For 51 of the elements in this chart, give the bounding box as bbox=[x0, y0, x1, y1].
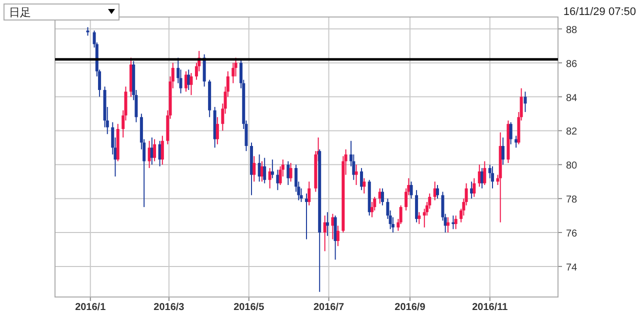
candlestick bbox=[360, 168, 364, 191]
candlestick bbox=[483, 160, 486, 186]
candlestick bbox=[190, 72, 193, 96]
candlestick bbox=[362, 178, 366, 194]
x-tick-label: 2016/3 bbox=[154, 302, 185, 313]
candlestick bbox=[491, 166, 494, 189]
candlestick bbox=[380, 188, 384, 206]
dropdown: 日足 bbox=[4, 4, 120, 20]
candlestick bbox=[160, 135, 164, 166]
y-tick-label: 74 bbox=[566, 262, 578, 274]
x-tick-label: 2016/1 bbox=[75, 302, 106, 313]
candlestick bbox=[153, 138, 156, 162]
y-tick-label: 88 bbox=[566, 24, 578, 36]
y-tick-label: 86 bbox=[566, 58, 578, 70]
candlestick bbox=[472, 178, 476, 198]
y-tick-label: 80 bbox=[566, 160, 578, 172]
candlestick bbox=[331, 213, 334, 240]
candlestick bbox=[336, 225, 340, 247]
candlestick bbox=[308, 181, 311, 206]
candlestick bbox=[270, 159, 274, 179]
candlestick bbox=[524, 91, 527, 113]
x-tick-label: 2016/9 bbox=[394, 302, 426, 313]
candlestick bbox=[334, 215, 337, 260]
candlestick bbox=[454, 215, 458, 230]
y-tick-label: 84 bbox=[566, 92, 578, 104]
candlestick bbox=[184, 70, 188, 92]
candlestick bbox=[202, 54, 206, 88]
candlestick bbox=[415, 190, 418, 223]
candlestick bbox=[276, 169, 280, 191]
x-tick-label: 2016/5 bbox=[234, 302, 265, 313]
candlestick bbox=[354, 164, 358, 186]
y-tick-label: 82 bbox=[566, 126, 578, 138]
text: 16/11/29 07:50 bbox=[563, 6, 636, 18]
candlestick bbox=[452, 215, 455, 230]
candlestick bbox=[286, 160, 290, 186]
candlestick bbox=[370, 201, 374, 218]
y-tick-label: 78 bbox=[566, 194, 578, 206]
x-tick-label: 2016/11 bbox=[472, 302, 508, 313]
candlestick bbox=[509, 122, 512, 145]
candlestick bbox=[268, 168, 272, 189]
candlestick bbox=[410, 181, 413, 200]
candlestick bbox=[501, 136, 504, 166]
x-tick-label: 2016/7 bbox=[313, 302, 344, 313]
candlestick bbox=[323, 215, 326, 252]
candlestick bbox=[289, 162, 292, 182]
candlestick bbox=[216, 116, 219, 145]
candlestick bbox=[418, 212, 421, 225]
y-tick-label: 76 bbox=[566, 228, 578, 240]
candlestick bbox=[436, 184, 439, 200]
candlestick bbox=[252, 156, 256, 182]
candlestick bbox=[263, 157, 266, 184]
